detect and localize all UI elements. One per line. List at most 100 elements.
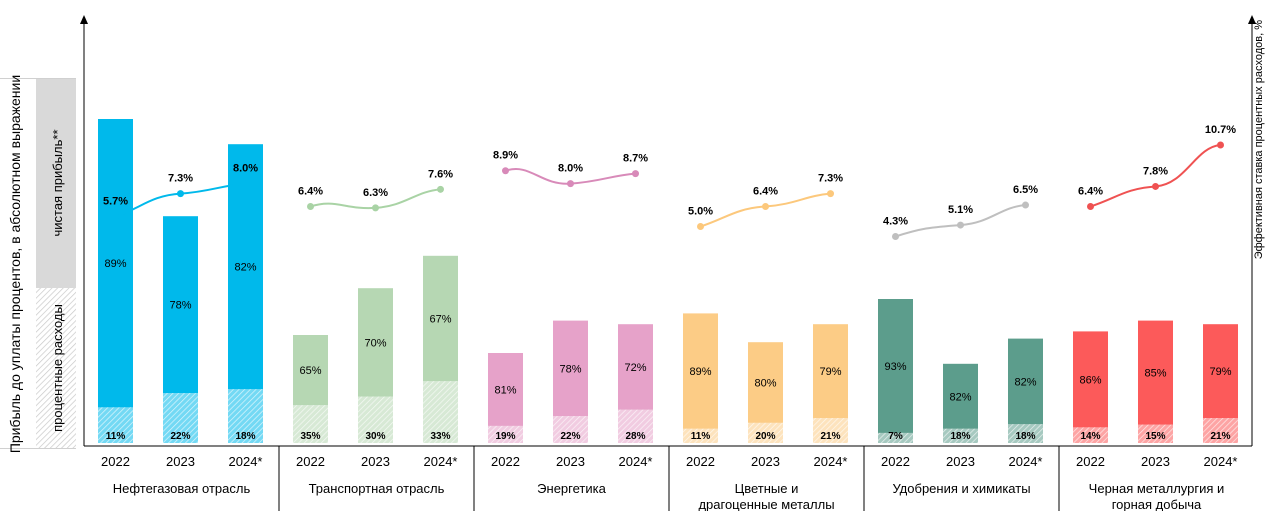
bar-interest-hatch [943, 428, 978, 443]
group-name-line: горная добыча [1112, 497, 1202, 511]
rate-point [567, 180, 574, 188]
bar-net-profit [943, 363, 978, 429]
label-interest-share: 21% [1210, 431, 1230, 442]
rate-point [242, 180, 249, 188]
label-net-profit-share: 78% [559, 363, 581, 375]
x-tick-label: 2024* [424, 454, 458, 469]
rate-point [762, 202, 769, 210]
rate-point [177, 190, 184, 198]
label-net-profit-share: 78% [169, 300, 191, 312]
label-net-profit-share: 85% [1144, 368, 1166, 380]
bar-net-profit [748, 342, 783, 423]
bar-interest-hatch [293, 405, 328, 443]
rate-label: 6.4% [298, 185, 323, 197]
x-tick-label: 2022 [101, 454, 130, 469]
rate-label: 8.7% [623, 153, 648, 165]
rate-label: 4.3% [883, 216, 908, 228]
bar-interest-hatch [358, 396, 393, 443]
label-net-profit-share: 72% [624, 362, 646, 374]
rate-label: 6.3% [363, 187, 388, 199]
bar-interest-hatch [748, 422, 783, 443]
rate-point [112, 212, 119, 220]
rate-label: 7.3% [818, 173, 843, 185]
label-interest-share: 22% [560, 431, 580, 442]
rate-point [827, 190, 834, 198]
rate-label: 5.7% [103, 195, 128, 207]
label-interest-share: 35% [300, 431, 320, 442]
right-y-axis-arrow [1248, 15, 1256, 24]
x-tick-label: 2024* [814, 454, 848, 469]
label-interest-share: 7% [888, 431, 903, 442]
rate-label: 6.4% [1078, 185, 1103, 197]
bar-net-profit [1008, 338, 1043, 425]
label-interest-share: 11% [106, 431, 126, 442]
bar-interest-hatch [163, 393, 198, 443]
label-net-profit-share: 89% [689, 366, 711, 378]
x-tick-label: 2024* [1009, 454, 1043, 469]
bar-net-profit [358, 288, 393, 397]
bar-interest-hatch [1073, 427, 1108, 443]
x-tick-label: 2022 [491, 454, 520, 469]
bar-net-profit [1203, 324, 1238, 419]
bar-interest-hatch [1203, 418, 1238, 443]
rate-label: 10.7% [1205, 124, 1236, 136]
group-name-line: драгоценные металлы [698, 497, 834, 511]
bar-net-profit [813, 324, 848, 419]
group-name-line: Цветные и [735, 481, 799, 496]
label-interest-share: 18% [1015, 431, 1035, 442]
rate-label: 5.0% [688, 206, 713, 218]
rate-label: 8.9% [493, 150, 518, 162]
bar-interest-hatch [98, 407, 133, 443]
bar-net-profit [293, 335, 328, 406]
label-net-profit-share: 82% [949, 391, 971, 403]
label-interest-share: 22% [170, 431, 190, 442]
x-tick-label: 2023 [1141, 454, 1170, 469]
label-net-profit-share: 81% [494, 384, 516, 396]
rate-point [437, 185, 444, 193]
rate-label: 6.5% [1013, 184, 1038, 196]
legend-interest-label: процентные расходы [50, 304, 65, 432]
bar-interest-hatch [878, 432, 913, 443]
x-tick-label: 2023 [166, 454, 195, 469]
rate-point [502, 167, 509, 175]
rate-point [1087, 202, 1094, 210]
rate-label: 6.4% [753, 185, 778, 197]
group-name-line: Черная металлургия и [1089, 481, 1225, 496]
x-tick-label: 2022 [1076, 454, 1105, 469]
bar-net-profit [163, 216, 198, 394]
bar-interest-hatch [1008, 424, 1043, 443]
label-net-profit-share: 79% [819, 366, 841, 378]
label-net-profit-share: 65% [299, 365, 321, 377]
x-tick-label: 2024* [229, 454, 263, 469]
rate-label: 7.6% [428, 168, 453, 180]
label-net-profit-share: 79% [1209, 366, 1231, 378]
x-tick-label: 2022 [686, 454, 715, 469]
left-y-axis-arrow [80, 15, 88, 24]
group-name: Транспортная отрасль [309, 481, 445, 496]
bar-net-profit [878, 299, 913, 433]
bar-net-profit [553, 320, 588, 417]
bar-interest-hatch [683, 428, 718, 443]
bar-net-profit [683, 313, 718, 429]
x-tick-label: 2022 [881, 454, 910, 469]
bar-net-profit [423, 255, 458, 382]
x-tick-label: 2024* [619, 454, 653, 469]
rate-point [1022, 201, 1029, 209]
rate-label: 7.3% [168, 173, 193, 185]
rate-point [957, 221, 964, 229]
label-interest-share: 19% [495, 431, 515, 442]
rate-point [1217, 141, 1224, 149]
bar-interest-hatch [813, 418, 848, 443]
label-net-profit-share: 67% [429, 314, 451, 326]
label-interest-share: 18% [235, 431, 255, 442]
x-tick-label: 2023 [751, 454, 780, 469]
label-interest-share: 18% [950, 431, 970, 442]
label-net-profit-share: 80% [754, 378, 776, 390]
label-net-profit-share: 82% [1014, 376, 1036, 388]
group-name: Энергетика [537, 481, 606, 496]
label-interest-share: 14% [1080, 431, 1100, 442]
label-interest-share: 20% [755, 431, 775, 442]
x-tick-label: 2024* [1204, 454, 1238, 469]
rate-point [632, 170, 639, 178]
